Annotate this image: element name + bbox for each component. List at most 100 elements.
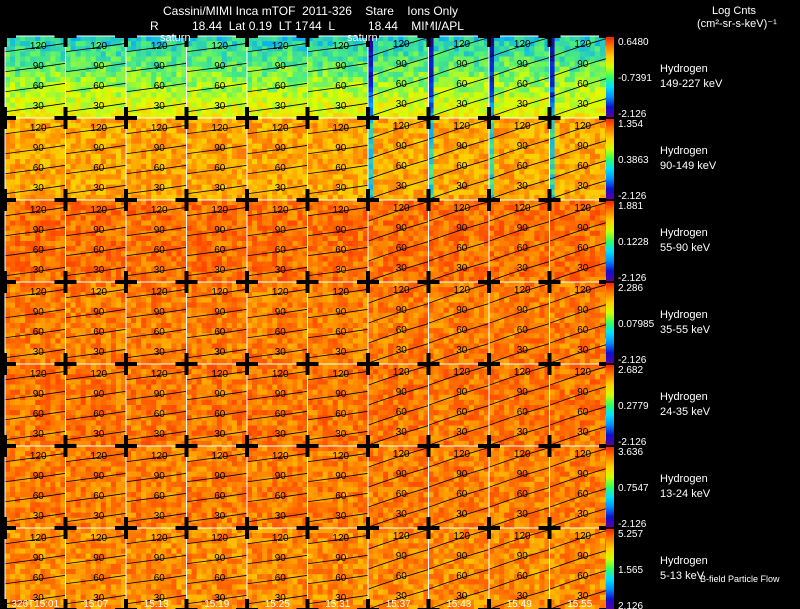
contour-line — [126, 144, 187, 155]
heatmap-cell — [362, 36, 368, 42]
heatmap-cell — [35, 123, 41, 129]
heatmap-cell — [60, 87, 66, 93]
heatmap-cell — [272, 205, 278, 211]
heatmap-cell — [120, 143, 126, 150]
heatmap-cell — [312, 71, 319, 78]
heatmap-cell — [252, 77, 258, 83]
heatmap-cell — [65, 138, 72, 145]
heatmap-cell — [90, 153, 97, 160]
heatmap-cell — [393, 133, 399, 140]
heatmap-cell — [110, 143, 117, 150]
contour-line — [65, 246, 126, 257]
heatmap-cell — [40, 46, 46, 52]
contour-line — [5, 42, 66, 53]
heatmap-cell — [20, 215, 26, 222]
heatmap-cell — [529, 82, 535, 88]
heatmap-cell — [307, 148, 314, 155]
heatmap-cell — [105, 159, 112, 165]
heatmap-cell — [171, 153, 178, 160]
contour-line — [368, 159, 429, 180]
heatmap-cell — [100, 215, 107, 222]
heatmap-cell — [15, 51, 21, 58]
heatmap-cell — [115, 87, 122, 93]
heatmap-cell — [15, 164, 21, 170]
heatmap-cell — [221, 51, 228, 58]
heatmap-cell — [509, 61, 515, 68]
contour-label: 60 — [154, 245, 166, 256]
heatmap-cell — [231, 153, 238, 160]
heatmap-cell — [524, 189, 530, 196]
heatmap-cell — [221, 148, 228, 155]
heatmap-cell — [10, 148, 16, 155]
heatmap-cell — [559, 148, 566, 155]
heatmap-cell — [55, 138, 62, 145]
heatmap-cell — [151, 128, 157, 134]
heatmap-cell — [408, 61, 414, 68]
heatmap-cell — [272, 51, 278, 58]
heatmap-cell — [90, 71, 97, 78]
heatmap-cell — [181, 77, 187, 83]
heatmap-cell — [131, 112, 137, 118]
heatmap-cell — [337, 153, 344, 160]
heatmap-cell — [181, 164, 187, 170]
heatmap-cell — [216, 77, 223, 83]
heatmap-cell — [307, 92, 314, 99]
heatmap-cell — [458, 189, 465, 196]
heatmap-cell — [534, 82, 541, 88]
heatmap-cell — [529, 41, 535, 47]
heatmap-cell — [30, 194, 36, 200]
heatmap-cell — [357, 128, 364, 134]
heatmap-cell — [186, 179, 193, 186]
heatmap-cell — [181, 241, 187, 247]
heatmap-cell — [146, 118, 152, 124]
heatmap-cell — [191, 210, 198, 216]
heatmap-cell — [115, 71, 122, 78]
heatmap-cell — [559, 112, 566, 118]
heatmap-cell — [85, 153, 92, 160]
heatmap-cell — [60, 230, 66, 237]
heatmap-cell — [499, 102, 505, 109]
heatmap-cell — [453, 87, 460, 93]
heatmap-cell — [156, 215, 162, 222]
heatmap-cell — [564, 102, 571, 109]
contour-line — [247, 164, 308, 175]
heatmap-cell — [322, 92, 329, 99]
heatmap-cell — [559, 36, 566, 42]
heatmap-cell — [297, 123, 304, 129]
contour-label: 30 — [335, 183, 347, 194]
heatmap-cell — [504, 71, 510, 78]
heatmap-cell — [30, 128, 36, 134]
heatmap-cell — [211, 82, 218, 88]
heatmap-cell — [332, 51, 339, 58]
heatmap-cell — [297, 194, 304, 200]
heatmap-cell — [262, 82, 268, 88]
heatmap-cell — [438, 153, 445, 160]
heatmap-cell — [231, 36, 238, 42]
heatmap-cell — [544, 41, 550, 47]
heatmap-cell — [378, 138, 384, 145]
heatmap-cell — [216, 276, 223, 282]
heatmap-cell — [110, 241, 117, 247]
heatmap-cell — [131, 276, 137, 282]
heatmap-cell — [494, 123, 500, 129]
heatmap-cell — [55, 153, 62, 160]
heatmap-cell — [287, 225, 293, 232]
heatmap-cell — [317, 77, 324, 83]
heatmap-cell — [95, 51, 102, 58]
heatmap-cell — [75, 230, 82, 237]
heatmap-cell — [373, 66, 379, 73]
heatmap-cell — [272, 46, 278, 52]
heatmap-cell — [594, 118, 601, 124]
heatmap-cell — [327, 82, 334, 88]
heatmap-cell — [352, 128, 359, 134]
contour-line — [428, 159, 489, 180]
heatmap-cell — [136, 220, 142, 227]
heatmap-cell — [40, 112, 46, 118]
heatmap-cell — [322, 56, 329, 63]
heatmap-cell — [20, 118, 26, 124]
heatmap-cell — [141, 241, 147, 247]
heatmap-cell — [297, 230, 304, 237]
heatmap-cell — [272, 82, 278, 88]
heatmap-cell — [252, 220, 258, 227]
heatmap-cell — [539, 153, 546, 160]
